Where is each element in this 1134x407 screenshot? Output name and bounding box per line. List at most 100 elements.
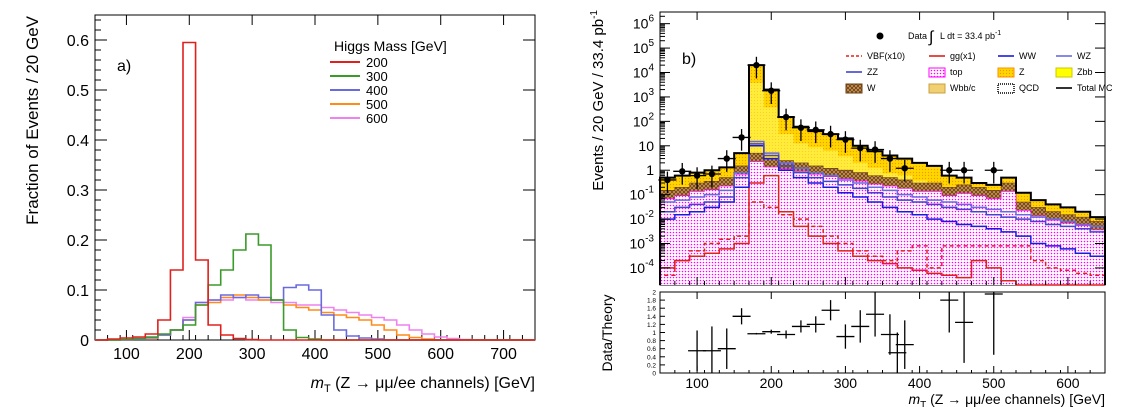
y-tick-label: 106 [633, 14, 655, 32]
y-tick-label: 1 [646, 162, 654, 178]
legend-label-w: W [867, 83, 876, 93]
data-point [827, 130, 834, 138]
y-tick-label: 0.3 [67, 183, 89, 200]
y-axis-title: Fraction of Events / 20 GeV [23, 15, 42, 224]
x-axis-title: mT (Z → μμ/ee channels) [GeV] [908, 391, 1105, 407]
x-tick-label: 300 [239, 346, 266, 363]
legend-swatch-z [997, 67, 1015, 78]
legend-label-z: Z [1019, 67, 1025, 77]
plot-frame [94, 14, 536, 341]
y-tick-label: 102 [633, 111, 655, 129]
x-tick-label: 400 [302, 346, 329, 363]
legend-swatch-top [928, 67, 946, 78]
legend-label-qcd: QCD [1019, 83, 1040, 93]
ratio-y-tick-label: 0.8 [647, 338, 656, 345]
y-tick-label: 0.6 [67, 33, 89, 50]
legend-label: 400 [366, 83, 388, 98]
legend-label-top: top [950, 67, 963, 77]
data-point [693, 172, 701, 179]
y-tick-label: 0.1 [67, 283, 89, 300]
ratio-y-tick-label: 1.4 [647, 314, 656, 321]
data-point [960, 167, 968, 174]
y-tick-label: 0 [80, 333, 89, 350]
integral-symbol: ∫ [928, 29, 935, 46]
data-point [797, 124, 805, 131]
legend-label-totalmc: Total MC [1077, 83, 1113, 93]
data-point [901, 165, 908, 172]
x-tick-label: 300 [834, 375, 858, 391]
x-tick-label: 100 [113, 346, 140, 363]
legend-label: 200 [366, 55, 388, 70]
x-tick-label: 200 [176, 346, 203, 363]
y-tick-label: 103 [633, 87, 655, 105]
legend-label-zbb: Zbb [1077, 67, 1093, 77]
data-point [842, 136, 849, 143]
x-tick-label: 500 [982, 375, 1006, 391]
legend-label-wz: WZ [1077, 51, 1091, 61]
histogram-totalmc [659, 64, 1106, 285]
legend-label-ww: WW [1019, 51, 1036, 61]
histogram-ww [659, 145, 1106, 285]
data-point [886, 155, 894, 162]
histogram-vbfx10 [659, 201, 1106, 285]
legend-label: 600 [366, 111, 388, 126]
ratio-y-axis-title: Data/Theory [599, 294, 615, 371]
legend-label-ggx1: gg(x1) [950, 51, 976, 61]
legend-label-wbbc: Wbb/c [950, 83, 976, 93]
x-axis-title: mT (Z → μμ/ee channels) [GeV] [311, 375, 535, 395]
legend-swatch-w [845, 83, 863, 94]
data-point [857, 144, 864, 152]
y-axis-title: Events / 20 GeV / 33.4 pb-1 [589, 10, 607, 191]
data-point [708, 170, 716, 178]
panel-a-mass-fraction-chart: 100 200 300 400 500 600 70000.10.20.30.40.50.6… [23, 14, 536, 395]
y-tick-label: 10-3 [630, 233, 655, 251]
legend-lumi-label: L dt = 33.4 pb-1 [940, 30, 1001, 41]
legend-swatch-qcd [997, 83, 1015, 94]
y-tick-label: 0.5 [67, 83, 89, 100]
histogram-200 [95, 41, 535, 341]
ratio-y-tick-label: 0.2 [647, 362, 656, 369]
legend-marker-data [876, 32, 884, 40]
legend-label: 300 [366, 69, 388, 84]
ratio-y-tick-label: 1.8 [647, 298, 656, 305]
panel-b-event-yield-chart: 10-410-310-210-1110102103104105106b)Data… [589, 10, 1113, 407]
data-point [990, 167, 997, 174]
panel-label: a) [117, 58, 131, 75]
y-tick-label: 10 [638, 138, 654, 154]
data-point [768, 87, 775, 94]
ratio-y-tick-label: 0.4 [647, 354, 656, 361]
y-tick-label: 10-4 [630, 258, 655, 276]
y-tick-label: 0.4 [67, 133, 89, 150]
legend-swatch-zbb [1055, 67, 1073, 78]
data-point [753, 61, 760, 69]
data-point [946, 167, 953, 174]
data-point [664, 176, 671, 184]
x-tick-label: 500 [365, 346, 392, 363]
legend-swatch-wbbc [928, 83, 946, 94]
legend-label-vbfx10: VBF(x10) [867, 51, 905, 61]
legend-title: Higgs Mass [GeV] [334, 38, 447, 54]
ratio-y-tick-label: 1 [652, 330, 656, 337]
y-tick-label: 0.2 [67, 233, 89, 250]
data-point [738, 134, 745, 141]
ratio-y-tick-label: 0 [652, 371, 656, 378]
x-tick-label: 700 [490, 346, 517, 363]
ratio-y-tick-label: 0.6 [647, 346, 656, 353]
data-point [812, 126, 819, 134]
data-point [871, 146, 879, 153]
x-tick-label: 200 [760, 375, 784, 391]
plot-frame-ratio [659, 291, 1106, 374]
y-tick-label: 105 [633, 38, 655, 56]
data-point [723, 155, 730, 162]
y-tick-label: 10-2 [630, 209, 655, 227]
ratio-y-tick-label: 1.2 [647, 322, 656, 329]
histogram-zz [659, 143, 1106, 285]
ratio-y-tick-label: 1.6 [647, 306, 656, 313]
legend-label: 500 [366, 97, 388, 112]
x-tick-label: 100 [685, 375, 709, 391]
ratio-y-tick-label: 2 [652, 290, 656, 297]
x-tick-label: 600 [1056, 375, 1080, 391]
y-tick-label: 104 [633, 63, 655, 81]
y-tick-label: 10-1 [630, 185, 655, 203]
